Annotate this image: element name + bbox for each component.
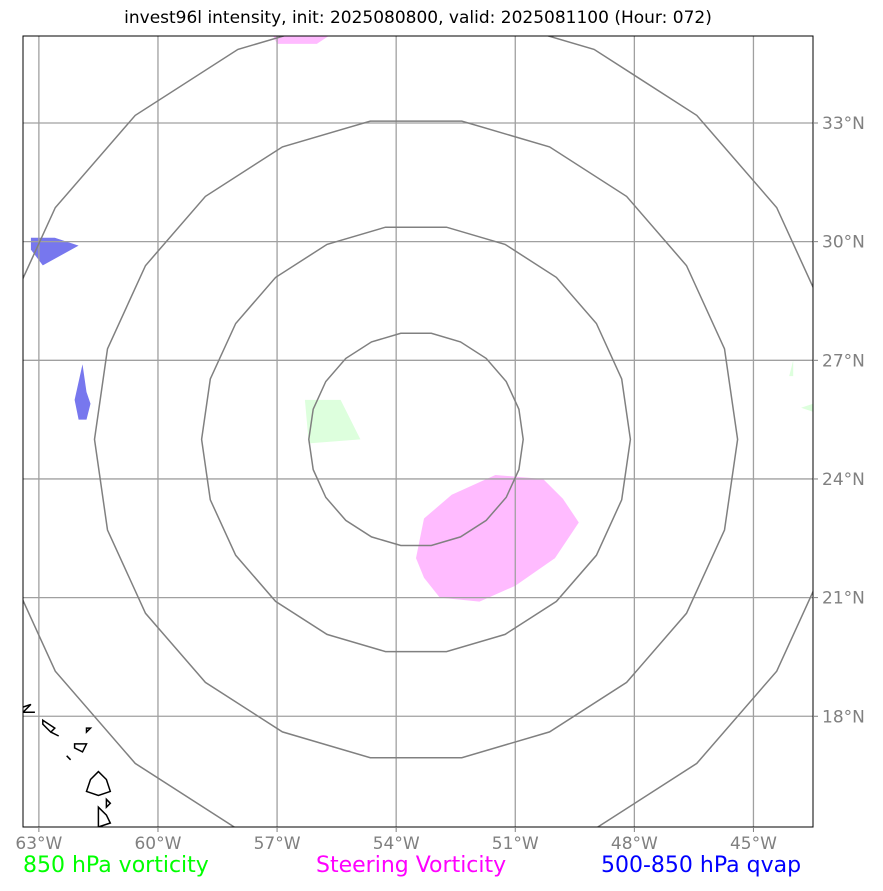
x-tick-label-1: 60°W <box>134 834 181 854</box>
chart-title: invest96l intensity, init: 2025080800, v… <box>124 8 712 28</box>
range-rings <box>23 36 813 827</box>
legend-850hpa-vorticity: 850 hPa vorticity <box>23 853 209 878</box>
coastline-island-7 <box>85 770 112 797</box>
coastline-island-9 <box>97 805 112 827</box>
coastline-island-2 <box>42 718 56 734</box>
y-tick-label-0: 18°N <box>822 707 865 727</box>
x-tick-label-3: 54°W <box>373 834 420 854</box>
fill-850-hpa-vorticity-0 <box>304 399 361 444</box>
fill-850-hpa-vorticity-1 <box>801 403 813 412</box>
fill-steering-vorticity-4 <box>273 36 329 44</box>
fill-500-850-hpa-qvap-5 <box>30 237 79 266</box>
y-tick-label-2: 24°N <box>822 470 865 490</box>
shaded-fields <box>30 36 813 602</box>
coastline-island-8 <box>105 797 112 810</box>
coastline-island-0 <box>23 703 32 714</box>
fill-steering-vorticity-3 <box>416 475 579 602</box>
range-ring-0 <box>308 332 524 547</box>
x-tick-label-5: 48°W <box>611 834 658 854</box>
coastlines <box>23 703 112 827</box>
y-tick-label-1: 21°N <box>822 589 865 609</box>
y-tick-label-5: 33°N <box>822 114 865 134</box>
range-ring-3 <box>23 36 813 827</box>
x-axis-ticks: 63°W 60°W 57°W 54°W 51°W 48°W 45°W <box>15 827 777 854</box>
y-axis-ticks: 18°N 21°N 24°N 27°N 30°N 33°N <box>813 114 865 727</box>
coastline-island-5 <box>85 727 93 734</box>
coastline-island-4 <box>73 743 88 753</box>
plot-frame <box>22 35 814 828</box>
fill-850-hpa-vorticity-2 <box>789 360 794 377</box>
legend-qvap: 500-850 hPa qvap <box>601 853 802 878</box>
coastline-island-6 <box>66 755 72 761</box>
fill-500-850-hpa-qvap-6 <box>74 364 91 420</box>
y-tick-label-3: 27°N <box>822 351 865 371</box>
x-tick-label-6: 45°W <box>730 834 777 854</box>
legend-steering-vorticity: Steering Vorticity <box>316 853 507 878</box>
x-tick-label-2: 57°W <box>254 834 301 854</box>
x-tick-label-0: 63°W <box>15 834 62 854</box>
y-tick-label-4: 30°N <box>822 233 865 253</box>
x-tick-label-4: 51°W <box>492 834 539 854</box>
coastline-island-3 <box>50 731 60 737</box>
gridlines <box>23 36 813 827</box>
range-ring-2 <box>93 120 739 759</box>
range-ring-1 <box>200 226 632 653</box>
